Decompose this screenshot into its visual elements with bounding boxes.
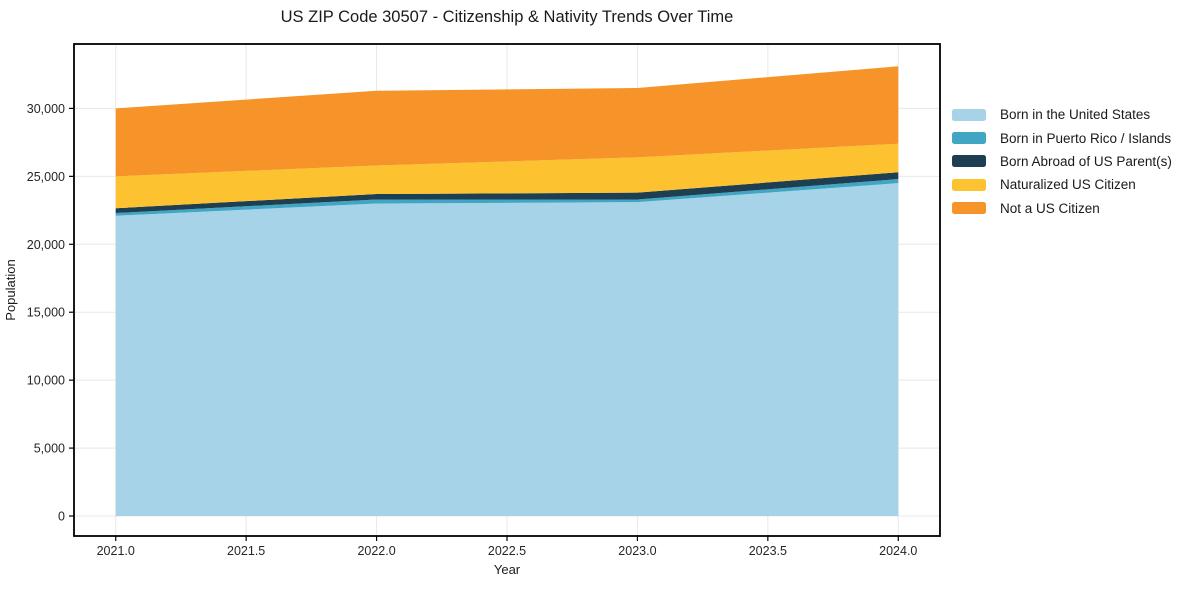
- x-tick-label: 2023.5: [749, 544, 787, 558]
- y-tick-label: 25,000: [27, 170, 65, 184]
- legend-swatch: [952, 178, 986, 191]
- legend-item: Born in Puerto Rico / Islands: [952, 126, 1172, 149]
- legend-item: Not a US Citizen: [952, 197, 1172, 220]
- legend-swatch: [952, 202, 986, 215]
- y-tick-label: 20,000: [27, 238, 65, 252]
- y-tick-label: 15,000: [27, 306, 65, 320]
- legend-swatch: [952, 155, 986, 168]
- x-tick-label: 2021.5: [227, 544, 265, 558]
- y-tick-label: 0: [58, 510, 65, 524]
- legend-label: Born in Puerto Rico / Islands: [1000, 130, 1172, 146]
- y-tick-label: 30,000: [27, 102, 65, 116]
- area-series-3: [115, 143, 899, 209]
- y-tick-label: 5,000: [34, 442, 65, 456]
- legend-swatch: [952, 132, 986, 145]
- legend-swatch: [952, 108, 986, 121]
- y-tick-label: 10,000: [27, 374, 65, 388]
- legend-item: Naturalized US Citizen: [952, 173, 1172, 196]
- x-tick-label: 2021.0: [97, 544, 135, 558]
- legend-item: Born in the United States: [952, 103, 1172, 126]
- chart-title: US ZIP Code 30507 - Citizenship & Nativi…: [280, 8, 734, 26]
- area-series-0: [115, 183, 899, 517]
- legend-item: Born Abroad of US Parent(s): [952, 150, 1172, 173]
- y-axis-label: Population: [3, 259, 18, 320]
- legend: Born in the United States Born in Puerto…: [952, 103, 1172, 220]
- x-axis-label: Year: [494, 562, 521, 577]
- legend-label: Naturalized US Citizen: [1000, 177, 1136, 193]
- x-tick-label: 2024.0: [879, 544, 917, 558]
- x-tick-label: 2023.0: [618, 544, 656, 558]
- legend-label: Born Abroad of US Parent(s): [1000, 153, 1172, 169]
- legend-label: Not a US Citizen: [1000, 200, 1100, 216]
- x-tick-label: 2022.0: [357, 544, 395, 558]
- x-tick-label: 2022.5: [488, 544, 526, 558]
- area-series-4: [115, 66, 899, 177]
- legend-label: Born in the United States: [1000, 107, 1151, 123]
